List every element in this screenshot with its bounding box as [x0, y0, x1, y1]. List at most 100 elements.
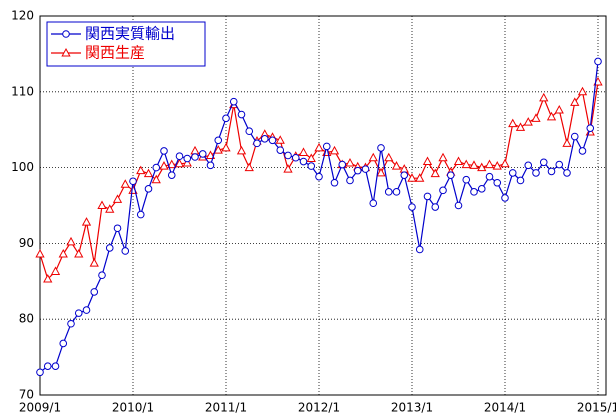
marker: [205, 150, 216, 159]
marker: [392, 188, 401, 196]
marker: [284, 151, 292, 160]
legend-marker: [62, 30, 70, 38]
marker: [524, 161, 533, 170]
marker: [594, 57, 602, 66]
x-tick-label: 2011/1: [205, 401, 247, 415]
marker: [431, 203, 440, 211]
marker: [275, 135, 285, 144]
x-tick-label: 2010/1: [112, 401, 154, 415]
x-tick-label: 2014/1: [484, 401, 526, 415]
marker: [268, 136, 277, 145]
marker: [430, 168, 440, 178]
marker: [253, 139, 261, 148]
marker: [291, 153, 300, 162]
marker: [322, 142, 331, 151]
marker: [470, 188, 478, 196]
marker: [236, 145, 247, 155]
marker: [237, 110, 246, 119]
marker: [438, 152, 448, 162]
marker: [500, 158, 510, 168]
marker: [539, 158, 548, 167]
plot-frame: [39, 15, 607, 396]
marker: [144, 185, 153, 193]
marker: [306, 153, 316, 163]
marker: [377, 144, 385, 152]
marker: [120, 179, 130, 188]
marker: [74, 309, 83, 317]
marker: [244, 162, 254, 172]
marker: [368, 152, 378, 162]
marker: [555, 160, 564, 169]
marker: [532, 169, 540, 177]
marker: [206, 161, 215, 170]
marker: [454, 201, 463, 210]
marker: [314, 142, 324, 152]
marker: [159, 161, 169, 170]
marker: [346, 176, 354, 185]
marker: [508, 169, 517, 177]
marker: [516, 176, 525, 185]
marker: [260, 134, 269, 143]
marker: [307, 162, 316, 170]
marker: [151, 174, 161, 184]
marker: [329, 145, 340, 155]
marker: [152, 163, 161, 172]
marker: [384, 152, 394, 162]
marker: [446, 171, 455, 179]
marker: [415, 245, 424, 254]
marker: [191, 153, 199, 161]
x-tick-label: 2015/1: [577, 401, 616, 415]
marker: [369, 199, 378, 208]
marker: [315, 172, 323, 181]
marker: [43, 362, 52, 370]
marker: [578, 147, 587, 155]
marker: [384, 188, 393, 196]
marker: [477, 185, 486, 193]
marker: [98, 271, 106, 280]
marker: [501, 194, 509, 202]
y-tick-label: 90: [19, 236, 34, 250]
marker: [35, 248, 45, 258]
marker: [160, 147, 168, 155]
marker: [90, 288, 99, 296]
marker: [81, 217, 92, 226]
marker: [105, 204, 115, 213]
marker: [563, 169, 571, 177]
marker: [67, 319, 75, 328]
marker: [58, 248, 68, 258]
marker: [97, 200, 107, 209]
marker: [222, 114, 230, 123]
marker: [453, 156, 464, 166]
marker: [353, 166, 362, 175]
marker: [112, 194, 123, 203]
marker: [245, 127, 254, 136]
x-tick-label: 2013/1: [391, 401, 433, 415]
marker: [143, 168, 154, 178]
marker: [221, 142, 231, 152]
marker: [105, 244, 114, 252]
marker: [43, 273, 53, 283]
marker: [586, 124, 595, 132]
marker: [422, 156, 433, 166]
marker: [562, 138, 572, 147]
marker: [523, 117, 533, 126]
marker: [485, 172, 494, 181]
marker: [198, 150, 207, 158]
marker: [330, 178, 339, 187]
marker: [121, 247, 130, 255]
marker: [391, 161, 402, 170]
marker: [214, 136, 223, 145]
marker: [577, 86, 588, 96]
marker: [36, 368, 44, 377]
y-tick-label: 120: [11, 9, 34, 23]
marker: [400, 171, 409, 179]
marker: [439, 186, 447, 195]
marker: [477, 162, 487, 172]
marker: [423, 192, 432, 201]
marker: [136, 165, 146, 175]
marker: [570, 97, 580, 106]
marker: [345, 158, 355, 167]
marker: [570, 132, 579, 141]
